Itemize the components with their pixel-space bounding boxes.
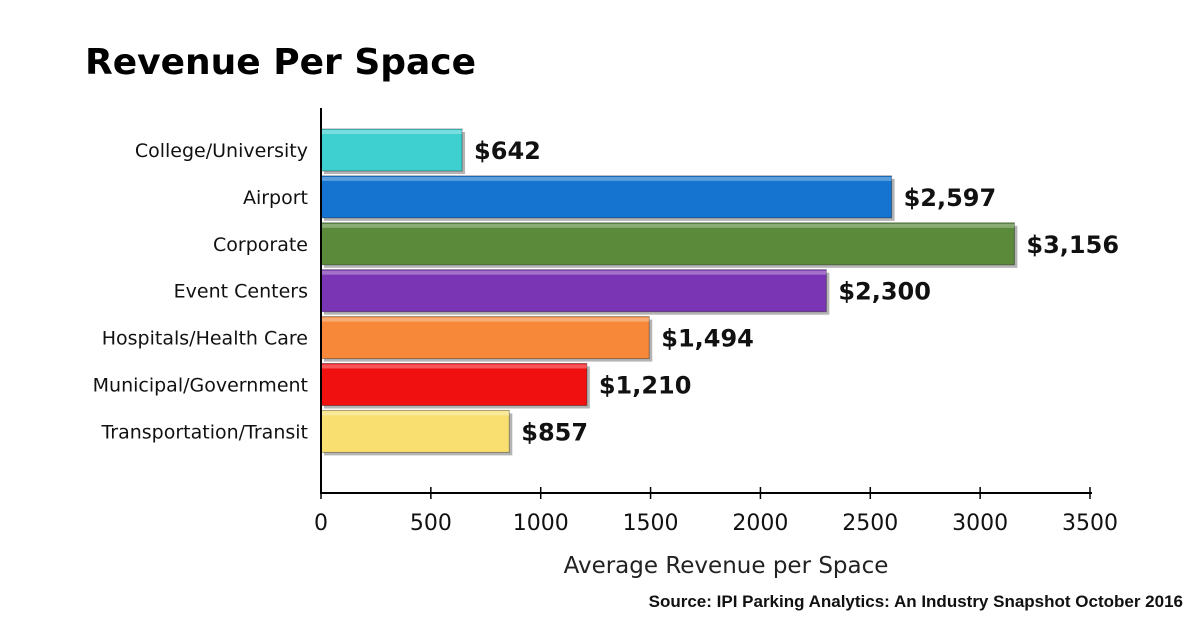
x-axis-label: Average Revenue per Space xyxy=(564,553,889,579)
x-tick-label: 3000 xyxy=(952,511,1008,536)
x-tick-label: 1500 xyxy=(623,511,679,536)
bar xyxy=(320,316,650,360)
x-tick-label: 3500 xyxy=(1062,511,1118,536)
x-tick-label: 1000 xyxy=(513,511,569,536)
x-tick-label: 2000 xyxy=(732,511,788,536)
source-note: Source: IPI Parking Analytics: An Indust… xyxy=(649,592,1183,611)
bar xyxy=(320,363,588,406)
bar xyxy=(320,409,510,453)
bar xyxy=(320,222,1015,266)
bar-highlight xyxy=(321,364,587,369)
data-label: $857 xyxy=(521,418,588,446)
bar xyxy=(320,128,463,172)
bar xyxy=(320,269,827,313)
category-label: Airport xyxy=(243,187,308,209)
bar-highlight xyxy=(321,270,827,275)
chart-title: Revenue Per Space xyxy=(85,42,476,83)
bar xyxy=(320,175,893,219)
category-label: Corporate xyxy=(213,234,308,256)
category-label: Hospitals/Health Care xyxy=(102,328,308,350)
category-label: Transportation/Transit xyxy=(100,421,308,443)
data-label: $2,597 xyxy=(904,184,997,212)
category-label: Municipal/Government xyxy=(93,375,308,397)
data-label: $1,494 xyxy=(661,325,754,353)
bar-highlight xyxy=(321,176,892,181)
x-tick-label: 2500 xyxy=(842,511,898,536)
x-tick-label: 500 xyxy=(410,511,452,536)
bar-highlight xyxy=(321,317,650,322)
bar-highlight xyxy=(321,130,463,134)
data-label: $1,210 xyxy=(599,372,692,400)
data-label: $3,156 xyxy=(1026,231,1119,259)
bar-highlight xyxy=(321,223,1015,228)
category-label: Event Centers xyxy=(174,281,308,303)
data-label: $2,300 xyxy=(838,278,931,306)
bar-highlight xyxy=(321,411,510,416)
x-tick-label: 0 xyxy=(314,511,328,536)
data-label: $642 xyxy=(474,137,541,165)
category-label: College/University xyxy=(135,140,308,162)
